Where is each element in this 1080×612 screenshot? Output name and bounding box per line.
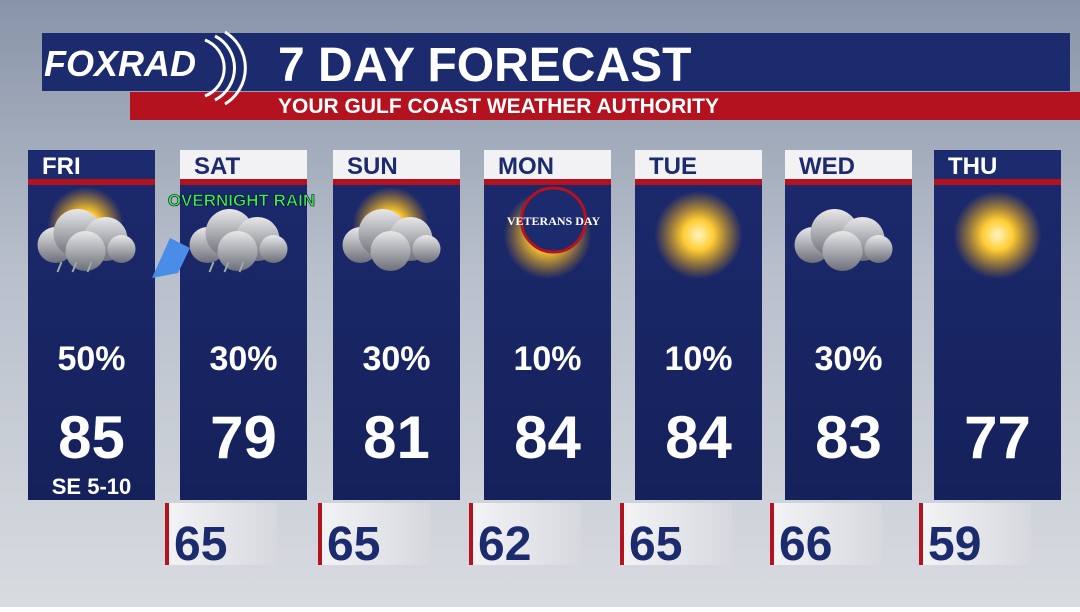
low-box: [770, 503, 882, 565]
cloud-puff: [370, 231, 411, 271]
day-name: THU: [948, 153, 997, 180]
badge-text: VETERANS DAY: [507, 214, 601, 228]
day-name: FRI: [42, 153, 81, 180]
day-name: SAT: [194, 153, 241, 180]
logo: FOXRAD: [44, 43, 196, 84]
day-tab: [934, 150, 1061, 180]
low-temp: 65: [629, 518, 682, 571]
day-rule: [785, 179, 912, 185]
rain-marker: [152, 238, 190, 278]
subtitle-bar: [130, 92, 1080, 120]
precip: 30%: [209, 340, 277, 378]
low-box: [469, 503, 581, 565]
low-temp: 59: [928, 518, 981, 571]
low-temp: 65: [174, 518, 227, 571]
logo-waves: [204, 30, 247, 106]
low-accent: [770, 503, 774, 565]
low-box: [165, 503, 277, 565]
sun-icon: [654, 191, 743, 279]
high-temp: 79: [210, 404, 277, 471]
wind: SE 5-10: [52, 474, 132, 499]
low-accent: [318, 503, 322, 565]
cloud-puff: [822, 231, 863, 271]
day-name: SUN: [347, 153, 398, 180]
day-tab: [635, 150, 762, 180]
cloud-puff: [412, 235, 441, 263]
day-rule: [333, 179, 460, 185]
precip: 50%: [57, 340, 125, 378]
day-name: WED: [799, 153, 855, 180]
low-box: [919, 503, 1031, 565]
high-temp: 84: [665, 404, 732, 471]
precip: 30%: [814, 340, 882, 378]
low-box: [620, 503, 732, 565]
day-tab: [785, 150, 912, 180]
day-tab: [484, 150, 611, 180]
badge: [520, 186, 587, 254]
low-temp: 62: [478, 518, 531, 571]
low-accent: [165, 503, 169, 565]
high-temp: 77: [964, 404, 1031, 471]
high-temp: 83: [815, 404, 882, 471]
cloud-icon: [342, 209, 441, 271]
high-temp: 84: [514, 404, 581, 471]
high-temp: 85: [58, 404, 125, 471]
cloud-icon: [189, 209, 288, 271]
cloud-puff: [259, 235, 288, 263]
day-panel: [180, 150, 307, 500]
cloud-puff: [217, 231, 258, 271]
sun-icon: [953, 191, 1042, 279]
rain-icon: [56, 261, 93, 273]
low-accent: [919, 503, 923, 565]
precip: 10%: [513, 340, 581, 378]
day-rule: [934, 179, 1061, 185]
note: OVERNIGHT RAIN: [168, 191, 315, 210]
precip: 30%: [362, 340, 430, 378]
day-rule: [635, 179, 762, 185]
day-tab: [180, 150, 307, 180]
day-rule: [484, 179, 611, 185]
day-tab: [28, 150, 155, 180]
rain-icon: [208, 261, 245, 273]
high-temp: 81: [363, 404, 430, 471]
cloud-puff: [864, 235, 893, 263]
day-panel: [785, 150, 912, 500]
day-tab: [333, 150, 460, 180]
cloud-puff: [107, 235, 136, 263]
cloud-icon: [37, 209, 136, 271]
low-accent: [469, 503, 473, 565]
cloud-puff: [65, 231, 106, 271]
header-bar: [42, 33, 1070, 91]
low-temp: 65: [327, 518, 380, 571]
low-box: [318, 503, 430, 565]
day-rule: [180, 179, 307, 185]
subtitle: YOUR GULF COAST WEATHER AUTHORITY: [278, 95, 719, 118]
day-rule: [28, 179, 155, 185]
precip: 10%: [664, 340, 732, 378]
day-name: MON: [498, 153, 554, 180]
title: 7 DAY FORECAST: [278, 39, 691, 92]
day-name: TUE: [649, 153, 697, 180]
cloud-icon: [794, 209, 893, 271]
low-accent: [620, 503, 624, 565]
low-temp: 66: [779, 518, 832, 571]
